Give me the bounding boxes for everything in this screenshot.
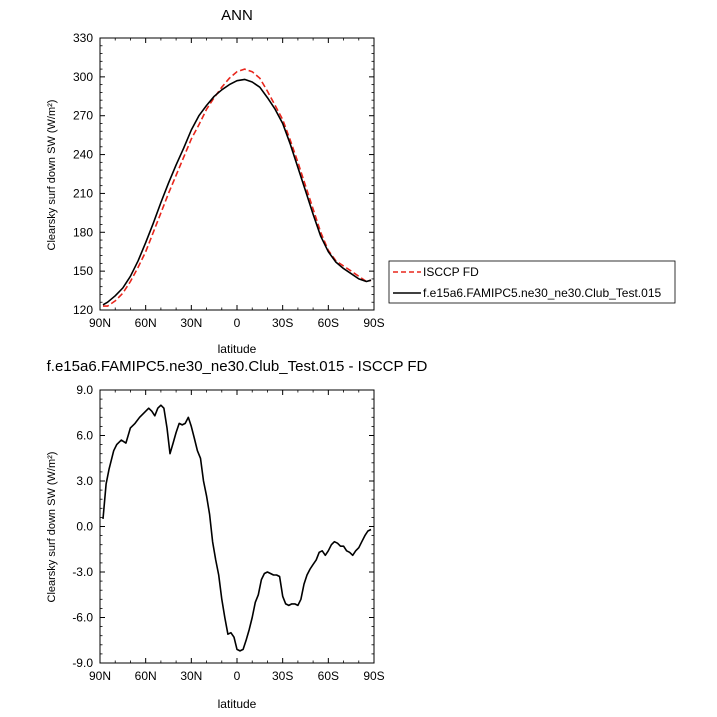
bottom-panel-x-tick-label: 60N	[135, 669, 157, 683]
top-panel-series	[102, 68, 372, 307]
bottom-panel-axes: 90N 60N 30N 0 30S 60S 90S -9.0 -6.0 -3.0 0.0 3.0 6.0…	[72, 383, 384, 683]
bottom-panel-x-tick-label: 30N	[180, 669, 202, 683]
bottom-panel-y-tick-label: -3.0	[72, 565, 93, 579]
top-panel-y-tick-label: 300	[73, 70, 93, 84]
top-panel-axes: 90N 60N 30N 0 30S 60S 90S 120 150 180 210 240 270 300…	[73, 31, 385, 330]
top-panel-y-tick-label: 330	[73, 31, 93, 45]
top-panel-series-line-1	[102, 78, 372, 306]
top-panel-x-tick-label: 60N	[135, 316, 157, 330]
top-panel-y-tick-label: 270	[73, 109, 93, 123]
bottom-panel-x-tick-label: 0	[234, 669, 241, 683]
bottom-panel-frame	[99, 389, 375, 664]
legend-box	[388, 260, 676, 304]
bottom-panel-y-tick-label: 6.0	[76, 429, 93, 443]
top-panel-x-axis-label: latitude	[218, 342, 257, 356]
bottom-panel-x-tick-label: 90N	[89, 669, 111, 683]
top-panel-y-tick-label: 180	[73, 225, 93, 239]
top-panel-x-tick-label: 30S	[272, 316, 293, 330]
top-panel-x-tick-label: 30N	[180, 316, 202, 330]
bottom-panel-y-tick-label: 0.0	[76, 520, 93, 534]
top-panel-y-tick-label: 120	[73, 303, 93, 317]
top-panel-x-tick-label: 0	[234, 316, 241, 330]
bottom-panel-y-tick-label: -6.0	[72, 611, 93, 625]
bottom-panel-x-tick-label: 30S	[272, 669, 293, 683]
bottom-panel-y-tick-label: -9.0	[72, 656, 93, 670]
bottom-panel-series	[102, 404, 372, 652]
bottom-panel-series-line-0	[102, 404, 372, 652]
top-panel-y-axis-label: Clearsky surf down SW (W/m²)	[46, 100, 58, 251]
top-panel-x-tick-label: 90N	[89, 316, 111, 330]
top-panel-title: ANN	[221, 7, 253, 24]
bottom-panel-x-tick-label: 90S	[363, 669, 384, 683]
bottom-panel-x-tick-label: 60S	[318, 669, 339, 683]
legend-label-isccp: ISCCP FD	[423, 265, 479, 279]
bottom-panel-y-tick-label: 9.0	[76, 383, 93, 397]
legend: ISCCP FD f.e15a6.FAMIPC5.ne30_ne30.Club_…	[388, 260, 676, 304]
bottom-panel: f.e15a6.FAMIPC5.ne30_ne30.Club_Test.015 …	[46, 358, 428, 711]
top-panel-y-tick-label: 240	[73, 148, 93, 162]
top-panel: ANN Clearsky surf down SW (W/m²) latitud…	[46, 7, 385, 356]
legend-label-model: f.e15a6.FAMIPC5.ne30_ne30.Club_Test.015	[423, 286, 661, 300]
top-panel-frame	[99, 37, 375, 311]
top-panel-series-line-0	[103, 68, 372, 307]
top-panel-x-tick-label: 90S	[363, 316, 384, 330]
bottom-panel-x-axis-label: latitude	[218, 697, 257, 711]
top-panel-x-tick-label: 60S	[318, 316, 339, 330]
top-panel-y-tick-label: 150	[73, 264, 93, 278]
top-panel-y-tick-label: 210	[73, 186, 93, 200]
bottom-panel-y-tick-label: 3.0	[76, 474, 93, 488]
bottom-panel-title: f.e15a6.FAMIPC5.ne30_ne30.Club_Test.015 …	[47, 358, 428, 375]
bottom-panel-y-axis-label: Clearsky surf down SW (W/m²)	[46, 452, 58, 603]
